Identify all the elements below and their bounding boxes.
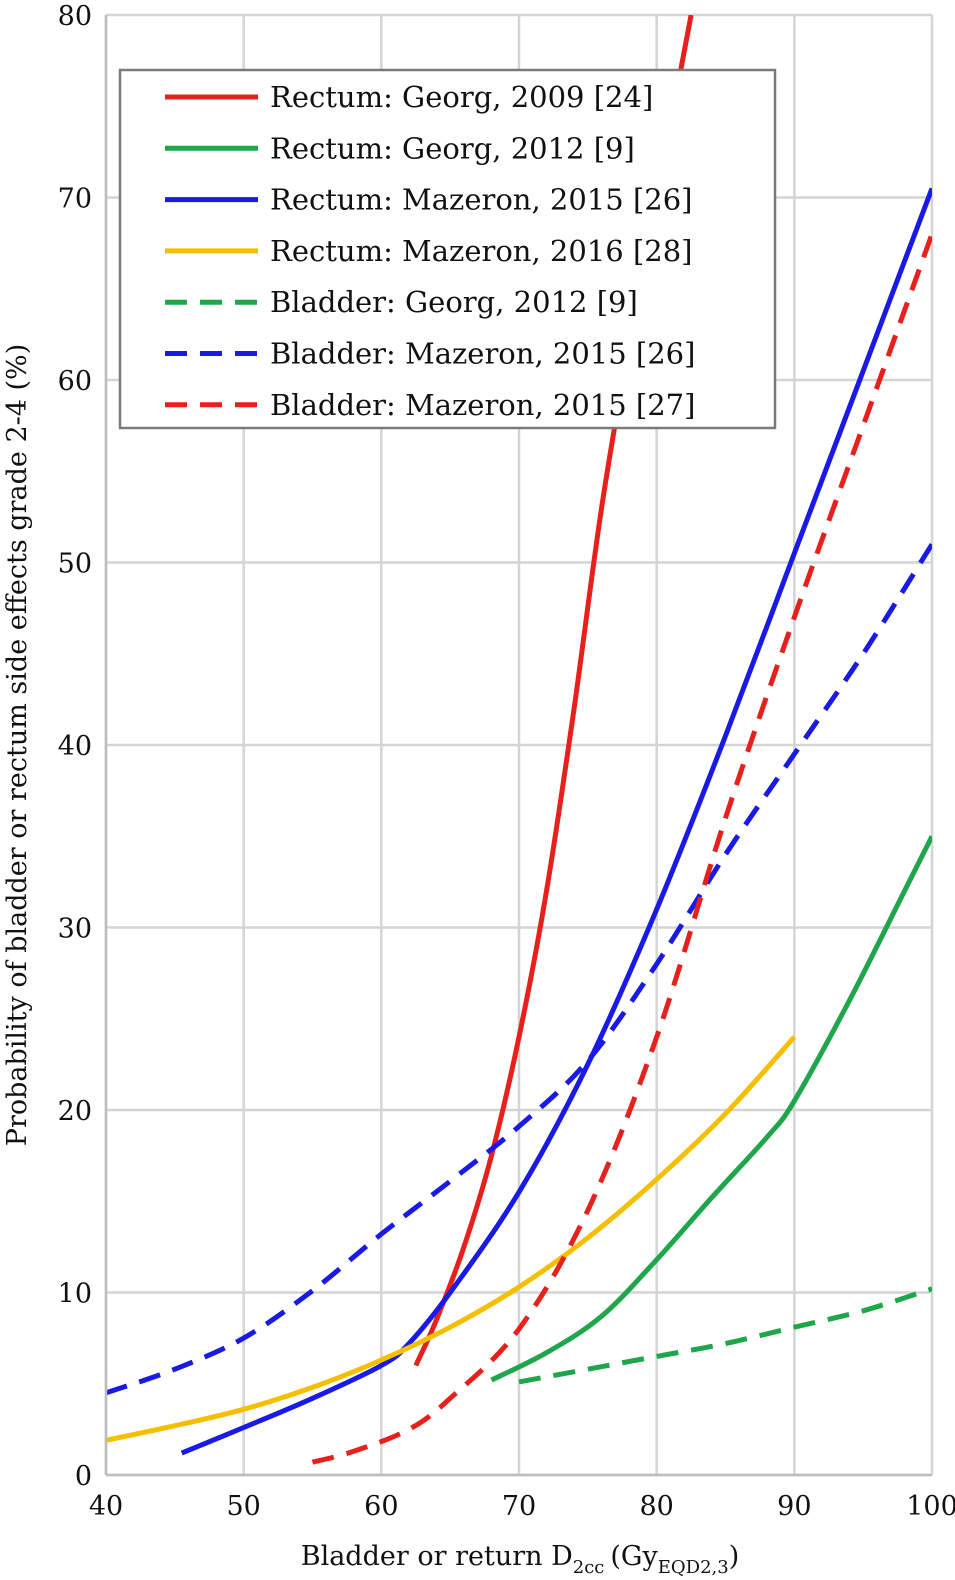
x-axis-title-unit: (Gy bbox=[610, 1541, 658, 1572]
x-tick-label-40: 40 bbox=[89, 1491, 123, 1522]
x-tick-label-50: 50 bbox=[226, 1491, 260, 1522]
legend-label-7: Bladder: Mazeron, 2015 [27] bbox=[270, 388, 695, 422]
series-line-5 bbox=[518, 1286, 932, 1385]
legend-label-4: Rectum: Mazeron, 2016 [28] bbox=[270, 234, 692, 268]
y-tick-label-20: 20 bbox=[58, 1096, 92, 1127]
x-axis-title: Bladder or return D2cc (GyEQD2,3) bbox=[301, 1541, 740, 1578]
x-tick-label-80: 80 bbox=[639, 1491, 673, 1522]
y-tick-label-50: 50 bbox=[58, 549, 92, 580]
y-tick-label-80: 80 bbox=[58, 1, 92, 32]
series-line-6 bbox=[106, 542, 932, 1396]
y-tick-label-0: 0 bbox=[75, 1461, 92, 1492]
x-axis-title-unit-subscript: EQD2,3 bbox=[658, 1557, 729, 1578]
legend-label-2: Rectum: Georg, 2012 [9] bbox=[270, 131, 635, 165]
tick-labels: 40 50 60 70 80 90 100 0 10 20 30 40 50 60 70 80 bbox=[58, 1, 955, 1522]
series-line-7 bbox=[311, 233, 932, 1465]
legend-label-6: Bladder: Mazeron, 2015 [26] bbox=[270, 337, 695, 371]
y-tick-label-60: 60 bbox=[58, 366, 92, 397]
series-line-4 bbox=[106, 1035, 797, 1443]
x-axis-title-subscript: 2cc bbox=[573, 1557, 605, 1578]
x-axis-title-close: ) bbox=[729, 1541, 740, 1572]
legend-label-3: Rectum: Mazeron, 2015 [26] bbox=[270, 183, 692, 217]
y-tick-label-30: 30 bbox=[58, 914, 92, 945]
x-tick-label-60: 60 bbox=[364, 1491, 398, 1522]
legend-label-1: Rectum: Georg, 2009 [24] bbox=[270, 80, 653, 114]
x-tick-label-100: 100 bbox=[906, 1491, 955, 1522]
y-tick-label-40: 40 bbox=[58, 731, 92, 762]
x-tick-label-70: 70 bbox=[502, 1491, 536, 1522]
y-tick-label-10: 10 bbox=[58, 1279, 92, 1310]
series-line-2 bbox=[490, 835, 932, 1383]
axes bbox=[104, 15, 932, 1477]
y-axis-title: Probability of bladder or rectum side ef… bbox=[2, 344, 33, 1146]
series-layer bbox=[106, 15, 932, 1465]
legend-label-5: Bladder: Georg, 2012 [9] bbox=[270, 285, 638, 319]
x-axis-title-main: Bladder or return D bbox=[301, 1541, 573, 1572]
x-tick-label-90: 90 bbox=[777, 1491, 811, 1522]
legend: Rectum: Georg, 2009 [24] Rectum: Georg, 2… bbox=[118, 68, 777, 430]
series-line-3 bbox=[180, 187, 932, 1456]
y-tick-label-70: 70 bbox=[58, 184, 92, 215]
